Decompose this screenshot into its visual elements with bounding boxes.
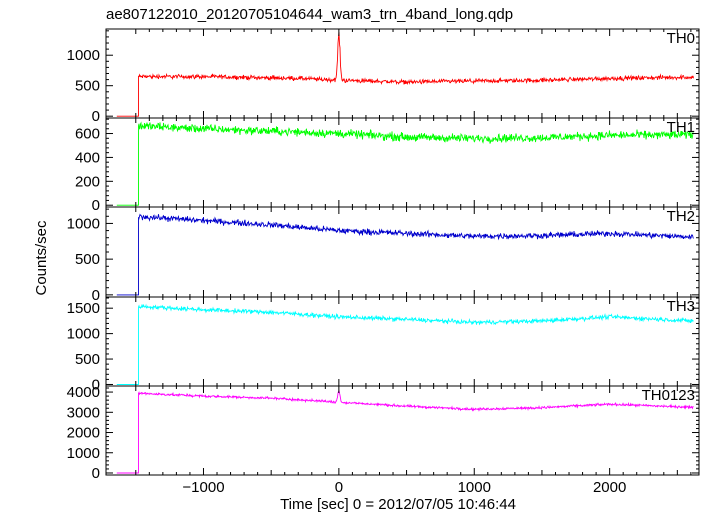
y-tick-label: 0	[92, 376, 100, 393]
y-tick-label: 2000	[67, 425, 100, 442]
series-th0	[116, 32, 694, 117]
x-tick-labels: −1000 0 1000 2000	[182, 479, 626, 496]
y-tick-label: 1000	[67, 326, 100, 343]
panel-label-th3: TH3	[667, 298, 695, 315]
series-th0123	[116, 389, 694, 474]
y-tick-label: 0	[92, 287, 100, 304]
y-tick-label: 1000	[67, 445, 100, 462]
panel-frame	[105, 385, 700, 476]
y-tick-label: 0	[92, 197, 100, 214]
panel-th0123: TH0123 0 1000 2000 3000 4000	[67, 384, 700, 482]
x-tick-label: −1000	[182, 479, 224, 496]
y-axis-label: Counts/sec	[33, 220, 50, 296]
series-th1	[116, 121, 694, 206]
panels-group: TH0 0 500 1000 TH1 0 200 400 600 TH2 0 500 1000 TH3 0 5…	[67, 28, 700, 482]
panel-th2: TH2 0 500 1000	[67, 206, 700, 304]
panel-label-th2: TH2	[667, 208, 695, 225]
panel-th3: TH3 0 500 1000 1500	[67, 296, 700, 393]
y-tick-label: 500	[75, 78, 100, 95]
y-tick-label: 1000	[67, 215, 100, 232]
chart-title: ae807122010_20120705104644_wam3_trn_4ban…	[106, 6, 513, 23]
y-tick-label: 500	[75, 251, 100, 268]
panel-frame	[105, 28, 700, 119]
y-tick-label: 200	[75, 173, 100, 190]
y-tick-label: 0	[92, 108, 100, 125]
y-tick-label: 0	[92, 465, 100, 482]
y-tick-label: 400	[75, 149, 100, 166]
panel-th1: TH1 0 200 400 600	[75, 117, 700, 214]
x-tick-label: 0	[335, 479, 343, 496]
y-tick-label: 1000	[67, 47, 100, 64]
x-axis-label: Time [sec] 0 = 2012/07/05 10:46:44	[280, 496, 516, 513]
panel-label-th0: TH0	[667, 30, 695, 47]
panel-th0: TH0 0 500 1000	[67, 28, 700, 125]
y-tick-label: 3000	[67, 404, 100, 421]
panel-frame	[105, 296, 700, 387]
series-th2	[116, 213, 694, 296]
y-tick-label: 4000	[67, 384, 100, 401]
series-th3	[116, 303, 694, 385]
y-tick-label: 600	[75, 126, 100, 143]
y-tick-label: 1500	[67, 300, 100, 317]
panel-label-th0123: TH0123	[642, 387, 695, 404]
y-tick-label: 500	[75, 351, 100, 368]
x-tick-label: 2000	[593, 479, 626, 496]
panel-label-th1: TH1	[667, 119, 695, 136]
x-tick-label: 1000	[458, 479, 491, 496]
